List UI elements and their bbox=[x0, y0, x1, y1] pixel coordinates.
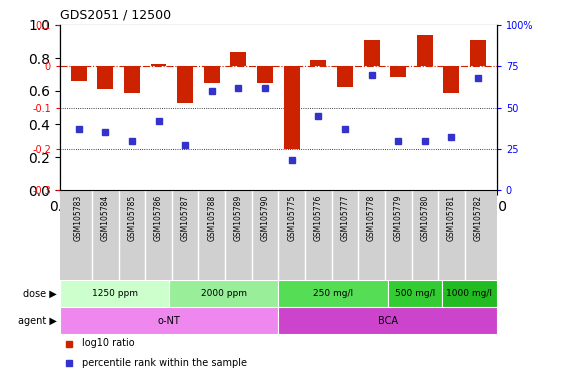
Text: GSM105781: GSM105781 bbox=[447, 195, 456, 241]
Bar bbox=[310, 60, 326, 66]
Bar bbox=[124, 66, 140, 93]
Text: 1250 ppm: 1250 ppm bbox=[91, 289, 138, 298]
Text: log10 ratio: log10 ratio bbox=[82, 339, 134, 349]
Text: GSM105783: GSM105783 bbox=[74, 195, 83, 241]
Text: 500 mg/l: 500 mg/l bbox=[395, 289, 435, 298]
Text: GSM105779: GSM105779 bbox=[394, 195, 403, 241]
Bar bbox=[364, 40, 380, 66]
Bar bbox=[417, 35, 433, 66]
Text: agent ▶: agent ▶ bbox=[18, 316, 57, 326]
Bar bbox=[151, 64, 167, 66]
Text: GSM105790: GSM105790 bbox=[260, 195, 270, 241]
Bar bbox=[60, 307, 279, 334]
Bar bbox=[444, 66, 460, 93]
Bar bbox=[97, 66, 113, 89]
Text: GSM105782: GSM105782 bbox=[473, 195, 482, 241]
Text: 1000 mg/l: 1000 mg/l bbox=[447, 289, 492, 298]
Bar bbox=[169, 280, 279, 307]
Text: GDS2051 / 12500: GDS2051 / 12500 bbox=[60, 8, 171, 21]
Bar bbox=[279, 307, 497, 334]
Bar bbox=[177, 66, 193, 103]
Text: GSM105784: GSM105784 bbox=[100, 195, 110, 241]
Text: GSM105777: GSM105777 bbox=[340, 195, 349, 241]
Text: GSM105776: GSM105776 bbox=[314, 195, 323, 241]
Text: GSM105786: GSM105786 bbox=[154, 195, 163, 241]
Text: GSM105780: GSM105780 bbox=[420, 195, 429, 241]
Bar bbox=[231, 52, 247, 66]
Bar bbox=[60, 280, 169, 307]
Bar bbox=[284, 66, 300, 149]
Text: dose ▶: dose ▶ bbox=[23, 288, 57, 298]
Bar bbox=[470, 40, 486, 66]
Text: 2000 ppm: 2000 ppm bbox=[201, 289, 247, 298]
Bar bbox=[257, 66, 273, 83]
Text: GSM105788: GSM105788 bbox=[207, 195, 216, 241]
Bar bbox=[388, 280, 442, 307]
Bar bbox=[442, 280, 497, 307]
Text: percentile rank within the sample: percentile rank within the sample bbox=[82, 358, 247, 367]
Text: 250 mg/l: 250 mg/l bbox=[313, 289, 353, 298]
Text: GSM105785: GSM105785 bbox=[127, 195, 136, 241]
Text: GSM105789: GSM105789 bbox=[234, 195, 243, 241]
Bar bbox=[337, 66, 353, 87]
Text: GSM105775: GSM105775 bbox=[287, 195, 296, 241]
Text: o-NT: o-NT bbox=[158, 316, 180, 326]
Bar bbox=[390, 66, 406, 76]
Bar bbox=[279, 280, 388, 307]
Bar bbox=[71, 66, 87, 81]
Text: BCA: BCA bbox=[377, 316, 397, 326]
Text: GSM105778: GSM105778 bbox=[367, 195, 376, 241]
Text: GSM105787: GSM105787 bbox=[180, 195, 190, 241]
Bar bbox=[204, 66, 220, 83]
